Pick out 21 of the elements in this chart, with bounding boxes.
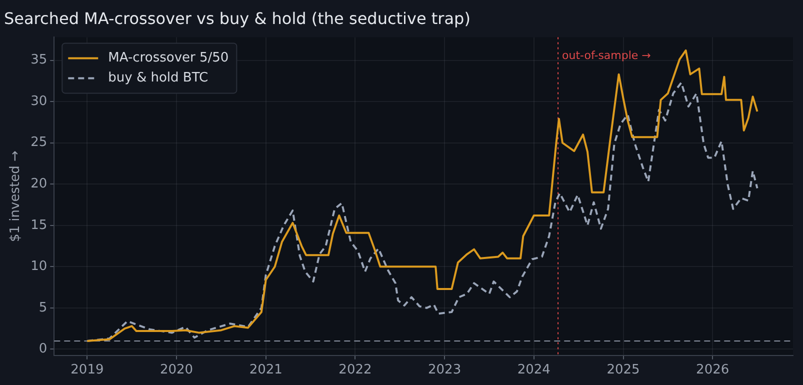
legend-label: MA-crossover 5/50 bbox=[108, 50, 229, 66]
y-tick-label: 25 bbox=[30, 135, 48, 150]
x-tick-label: 2022 bbox=[338, 362, 372, 378]
x-tick-label: 2025 bbox=[606, 362, 640, 378]
chart-title: Searched MA-crossover vs buy & hold (the seductive trap) bbox=[4, 8, 470, 28]
x-tick-label: 2024 bbox=[517, 362, 550, 378]
y-axis-title: $1 invested → bbox=[8, 150, 24, 242]
y-tick-label: 10 bbox=[30, 259, 48, 274]
x-tick-label: 2021 bbox=[249, 362, 282, 378]
ref-line-label: out-of-sample → bbox=[562, 49, 651, 62]
y-tick-label: 5 bbox=[38, 300, 48, 316]
y-tick-label: 30 bbox=[30, 94, 48, 109]
x-tick-label: 2023 bbox=[428, 362, 462, 378]
x-tick-label: 2026 bbox=[696, 362, 730, 378]
x-tick-label: 2019 bbox=[70, 362, 104, 378]
y-tick-label: 15 bbox=[30, 218, 48, 233]
y-tick-label: 35 bbox=[30, 52, 48, 68]
y-tick-label: 0 bbox=[38, 342, 48, 357]
y-tick-label: 20 bbox=[30, 176, 48, 192]
x-tick-label: 2020 bbox=[160, 362, 194, 378]
legend-label: buy & hold BTC bbox=[108, 70, 208, 86]
